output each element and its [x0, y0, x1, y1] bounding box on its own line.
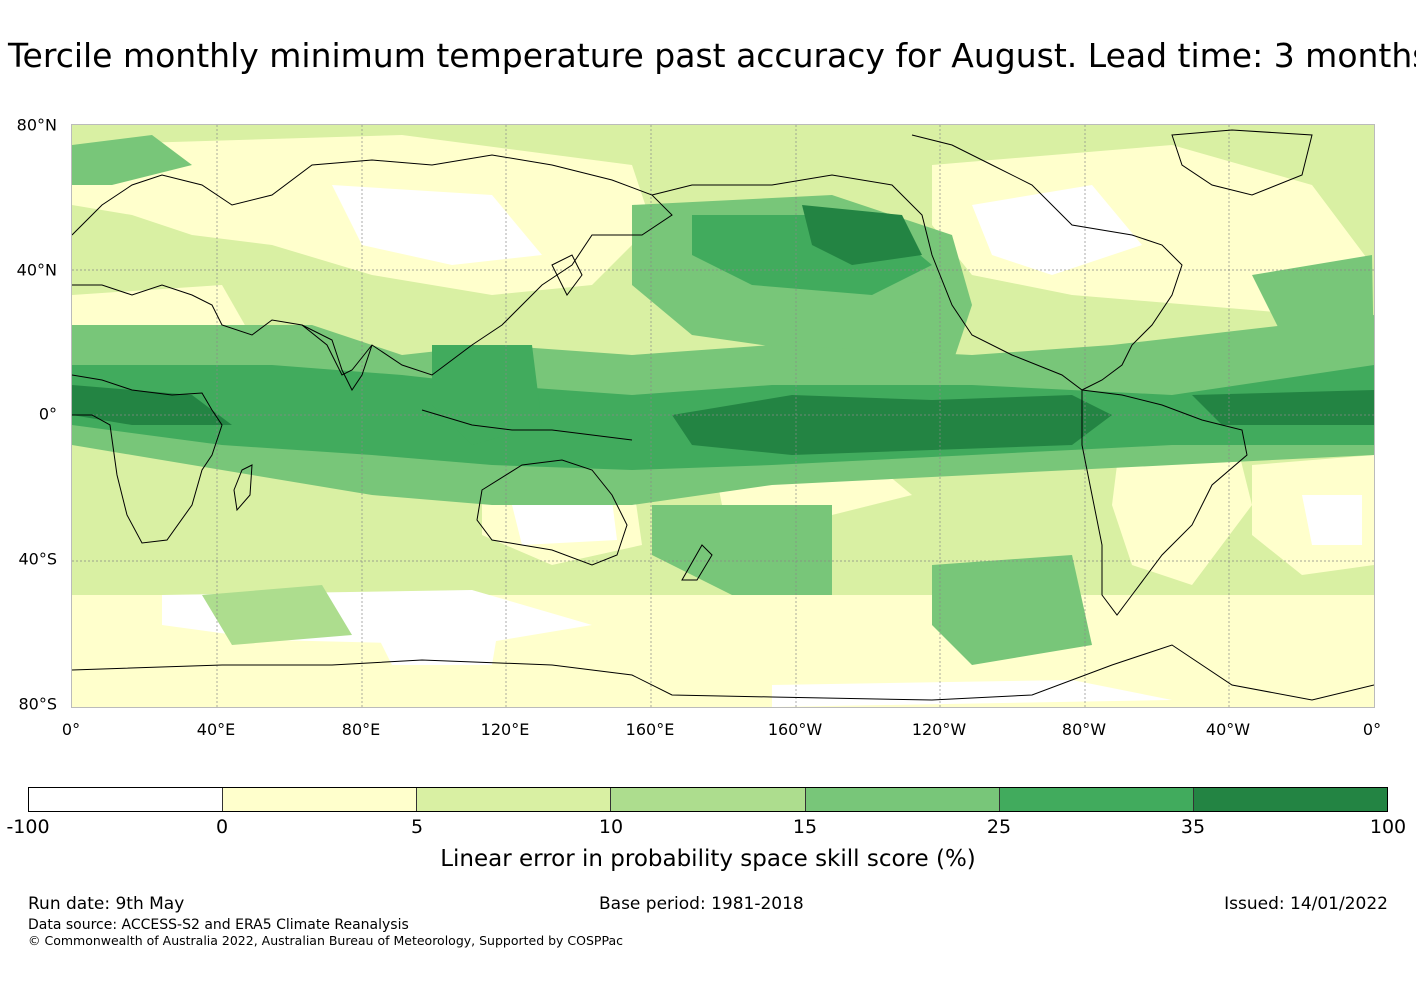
coastline-india — [301, 324, 373, 391]
coastline-madagascar — [233, 464, 253, 512]
colorbar-segment — [1193, 788, 1387, 811]
colorbar-tick: 0 — [215, 816, 229, 838]
coastline-new-zealand — [681, 544, 713, 581]
colorbar-label: Linear error in probability space skill … — [440, 846, 976, 872]
lon-label-0-east: 0° — [1362, 720, 1382, 739]
coastline-eurasia — [72, 154, 673, 376]
coastline-north-america — [651, 134, 1183, 391]
base-period: Base period: 1981-2018 — [599, 894, 804, 914]
lon-label-80w: 80°W — [1061, 720, 1107, 739]
lat-label-40s: 40°S — [18, 549, 57, 569]
map-canvas — [72, 125, 1374, 707]
lon-label-40e: 40°E — [196, 720, 236, 739]
coastline-africa — [72, 374, 223, 544]
colorbar-tick: 35 — [1180, 816, 1206, 838]
colorbar-tick: 100 — [1369, 816, 1407, 838]
copyright: © Commonwealth of Australia 2022, Austra… — [28, 933, 623, 948]
lon-label-80e: 80°E — [341, 720, 381, 739]
colorbar-tick: -100 — [6, 816, 50, 838]
map-title-text: Tercile monthly minimum temperature past… — [8, 36, 1416, 75]
lon-label-120e: 120°E — [480, 720, 530, 739]
colorbar-segment — [417, 788, 612, 811]
data-source: Data source: ACCESS-S2 and ERA5 Climate … — [28, 917, 409, 933]
colorbar-tick: 10 — [598, 816, 624, 838]
lon-label-0: 0° — [61, 720, 81, 739]
colorbar-tick: 25 — [986, 816, 1012, 838]
lat-label-80s: 80°S — [18, 694, 57, 714]
lat-label-80n: 80°N — [16, 115, 57, 135]
lat-label-equator: 0° — [38, 404, 57, 424]
colorbar — [28, 787, 1388, 812]
colorbar-segment — [999, 788, 1194, 811]
colorbar-tick: 15 — [792, 816, 818, 838]
coastline-greenland — [1171, 129, 1313, 196]
colorbar-segment — [611, 788, 806, 811]
coastline-japan — [551, 254, 583, 296]
lat-label-40n: 40°N — [16, 260, 57, 280]
lon-label-160e: 160°E — [625, 720, 675, 739]
graticule — [72, 125, 1374, 707]
lon-label-120w: 120°W — [911, 720, 967, 739]
colorbar-segment — [223, 788, 418, 811]
coastline-australia — [476, 459, 628, 566]
coastlines — [72, 129, 1374, 701]
map-title: Tercile monthly minimum temperature past… — [0, 36, 1416, 75]
lon-label-160w: 160°W — [767, 720, 823, 739]
issued-date: Issued: 14/01/2022 — [1224, 894, 1388, 914]
lon-label-40w: 40°W — [1205, 720, 1251, 739]
colorbar-segment — [29, 788, 224, 811]
colorbar-segment — [805, 788, 1000, 811]
run-date: Run date: 9th May — [28, 894, 185, 914]
colorbar-tick: 5 — [410, 816, 424, 838]
skill-score-map — [71, 124, 1375, 708]
coastline-south-america — [1081, 389, 1248, 616]
coastline-antarctica — [72, 644, 1374, 701]
coastline-indonesia — [421, 409, 633, 441]
